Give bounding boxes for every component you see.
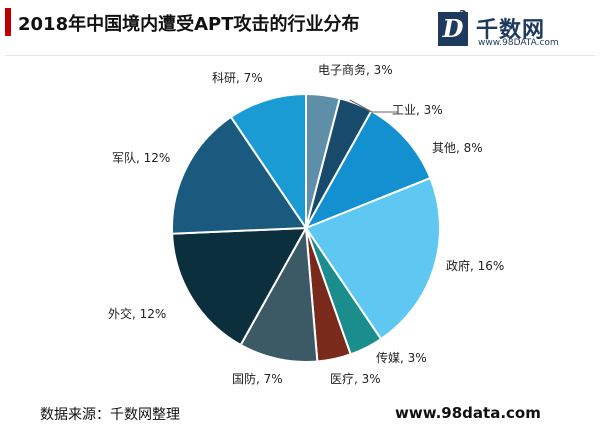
logo-url: www.98DATA.com (478, 38, 559, 48)
slice-label-4: 政府, 16% (446, 258, 504, 273)
header-divider (5, 55, 595, 56)
leader-line (349, 99, 398, 113)
footer-url: www.98data.com (395, 404, 541, 422)
chart-title: 2018年中国境内遭受APT攻击的行业分布 (18, 14, 360, 35)
pie-slice-10 (229, 92, 307, 232)
pie-slice-4 (304, 176, 441, 341)
slice-label-10: 科研, 7% (212, 71, 263, 85)
logo-superscript: 3 (459, 8, 467, 21)
brand-logo: D 3 千数网 www.98DATA.com (438, 8, 598, 52)
title-accent-bar (5, 8, 11, 36)
logo-name: 千数网 (476, 18, 546, 43)
slice-label-2: 工业, 3% (392, 103, 443, 117)
logo-mark-icon: D (438, 12, 468, 46)
pie-slice-8 (171, 226, 308, 347)
slice-label-6: 医疗, 3% (330, 372, 381, 386)
slice-label-7: 国防, 7% (232, 371, 283, 386)
slice-label-3: 其他, 8% (432, 141, 483, 155)
pie-slice-7 (239, 224, 319, 363)
slice-label-8: 外交, 12% (108, 306, 166, 321)
slice-label-5: 传媒, 3% (376, 350, 427, 365)
slice-label-1: 电子商务, 3% (318, 62, 393, 77)
pie-slice-3 (303, 109, 432, 230)
pie-slice-9 (171, 115, 308, 235)
slice-label-9: 军队, 12% (112, 150, 170, 165)
data-source: 数据来源：千数网整理 (40, 407, 180, 423)
